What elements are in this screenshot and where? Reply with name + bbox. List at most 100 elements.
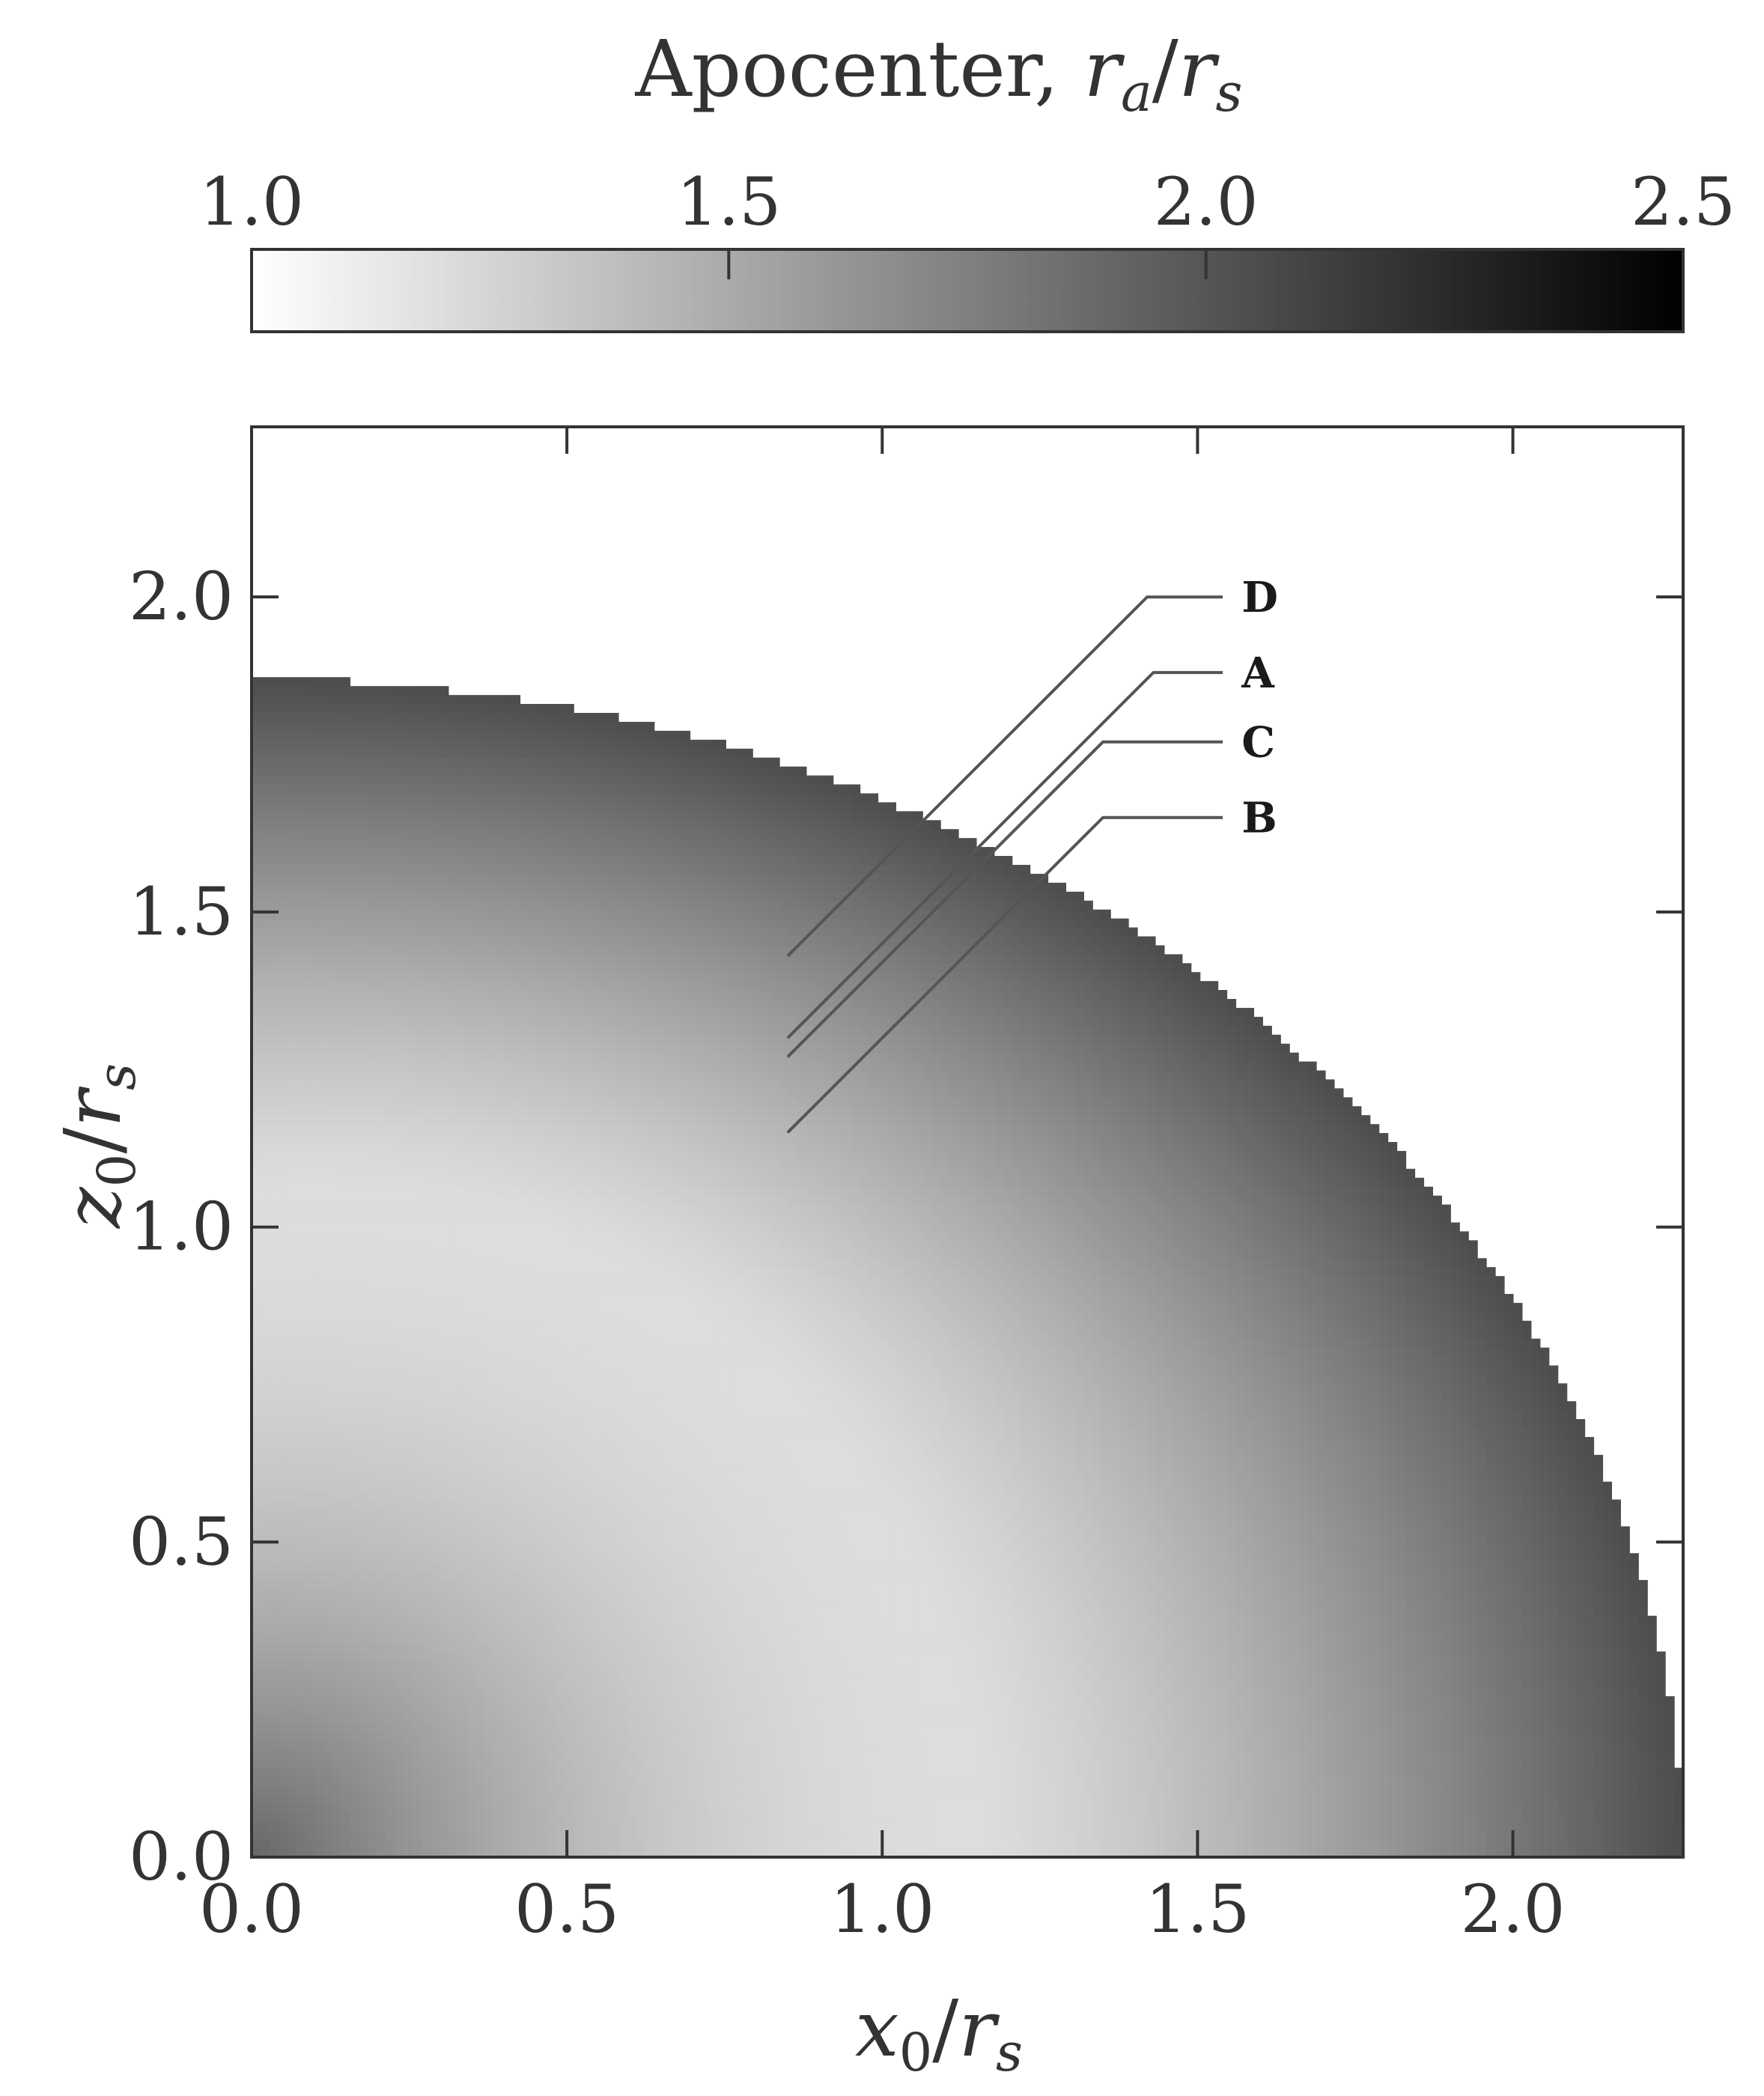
heatmap-cell bbox=[1021, 1714, 1031, 1724]
heatmap-cell bbox=[323, 1606, 333, 1617]
heatmap-cell bbox=[824, 1606, 834, 1617]
heatmap-cell bbox=[350, 1606, 359, 1617]
heatmap-cell bbox=[1038, 1579, 1049, 1590]
heatmap-cell bbox=[422, 1812, 431, 1822]
heatmap-cell bbox=[1289, 1597, 1299, 1608]
heatmap-cell bbox=[609, 1606, 619, 1617]
heatmap-cell bbox=[1441, 1758, 1451, 1769]
heatmap-cell bbox=[1656, 1785, 1666, 1796]
heatmap-cell bbox=[1110, 1839, 1120, 1849]
heatmap-cell bbox=[1441, 1633, 1451, 1644]
heatmap-cell bbox=[484, 1615, 494, 1626]
heatmap-cell bbox=[851, 1579, 861, 1590]
heatmap-cell bbox=[1146, 1633, 1156, 1644]
heatmap-cell bbox=[1021, 1624, 1031, 1635]
heatmap-cell bbox=[1638, 1705, 1648, 1715]
heatmap-cell bbox=[806, 1678, 816, 1688]
heatmap-cell bbox=[1074, 1642, 1084, 1653]
heatmap-cell bbox=[287, 1830, 297, 1840]
heatmap-cell bbox=[931, 1803, 941, 1813]
heatmap-cell bbox=[591, 1794, 601, 1804]
heatmap-cell bbox=[1110, 1642, 1120, 1653]
heatmap-cell bbox=[439, 1571, 449, 1581]
heatmap-cell bbox=[1629, 1767, 1639, 1778]
heatmap-cell bbox=[1369, 1821, 1380, 1831]
heatmap-cell bbox=[1351, 1696, 1362, 1706]
heatmap-cell bbox=[958, 1651, 968, 1661]
heatmap-cell bbox=[1146, 1839, 1156, 1849]
heatmap-cell bbox=[1378, 1848, 1389, 1857]
heatmap-cell bbox=[1414, 1830, 1425, 1840]
heatmap-cell bbox=[743, 1714, 753, 1724]
heatmap-cell bbox=[1226, 1678, 1237, 1688]
heatmap-cell bbox=[1450, 1848, 1460, 1857]
heatmap-cell bbox=[1539, 1714, 1550, 1724]
heatmap-cell bbox=[717, 1839, 726, 1849]
heatmap-cell bbox=[833, 1624, 843, 1635]
heatmap-cell bbox=[1566, 1803, 1577, 1813]
heatmap-cell bbox=[1656, 1651, 1666, 1661]
heatmap-cell bbox=[1110, 1803, 1120, 1813]
heatmap-cell bbox=[1584, 1705, 1595, 1715]
heatmap-cell bbox=[1298, 1740, 1308, 1751]
heatmap-cell bbox=[287, 1696, 297, 1706]
heatmap-cell bbox=[717, 1722, 726, 1733]
heatmap-cell bbox=[1566, 1579, 1577, 1590]
heatmap-cell bbox=[1360, 1642, 1371, 1653]
heatmap-cell bbox=[484, 1705, 494, 1715]
heatmap-cell bbox=[752, 1839, 762, 1849]
heatmap-cell bbox=[1477, 1606, 1487, 1617]
heatmap-cell bbox=[1414, 1678, 1425, 1688]
heatmap-cell bbox=[484, 1633, 494, 1644]
heatmap-cell bbox=[994, 1669, 1004, 1679]
heatmap-cell bbox=[457, 1714, 467, 1724]
heatmap-cell bbox=[806, 1722, 816, 1733]
heatmap-cell bbox=[520, 1678, 530, 1688]
heatmap-cell bbox=[1387, 1749, 1398, 1760]
heatmap-cell bbox=[600, 1597, 610, 1608]
heatmap-cell bbox=[1620, 1785, 1630, 1796]
heatmap-cell bbox=[618, 1794, 628, 1804]
heatmap-cell bbox=[422, 1642, 431, 1653]
heatmap-cell bbox=[717, 1830, 726, 1840]
heatmap-cell bbox=[520, 1705, 530, 1715]
heatmap-cell bbox=[895, 1714, 905, 1724]
heatmap-cell bbox=[699, 1749, 709, 1760]
heatmap-cell bbox=[1369, 1624, 1380, 1635]
heatmap-cell bbox=[1405, 1633, 1416, 1644]
heatmap-cell bbox=[869, 1651, 879, 1661]
heatmap-cell bbox=[1333, 1588, 1344, 1599]
heatmap-cell bbox=[904, 1588, 914, 1599]
heatmap-cell bbox=[717, 1731, 726, 1742]
heatmap-cell bbox=[627, 1830, 637, 1840]
heatmap-cell bbox=[672, 1731, 682, 1742]
heatmap-cell bbox=[1307, 1776, 1317, 1787]
heatmap-cell bbox=[1575, 1758, 1586, 1769]
heatmap-cell bbox=[529, 1830, 538, 1840]
heatmap-cell bbox=[1566, 1749, 1577, 1760]
heatmap-cell bbox=[1602, 1624, 1612, 1635]
heatmap-cell bbox=[904, 1633, 914, 1644]
heatmap-cell bbox=[1477, 1597, 1487, 1608]
heatmap-cell bbox=[1128, 1749, 1138, 1760]
heatmap-cell bbox=[368, 1705, 377, 1715]
heatmap-cell bbox=[332, 1588, 342, 1599]
heatmap-cell bbox=[1593, 1678, 1604, 1688]
heatmap-cell bbox=[931, 1651, 941, 1661]
heatmap-cell bbox=[1504, 1705, 1514, 1715]
heatmap-cell bbox=[296, 1848, 306, 1857]
heatmap-cell bbox=[448, 1678, 458, 1688]
heatmap-cell bbox=[1423, 1678, 1433, 1688]
heatmap-cell bbox=[1441, 1812, 1451, 1822]
heatmap-cell bbox=[457, 1749, 467, 1760]
heatmap-cell bbox=[565, 1749, 574, 1760]
heatmap-cell bbox=[949, 1687, 959, 1697]
heatmap-cell bbox=[1593, 1642, 1604, 1653]
heatmap-cell bbox=[1351, 1633, 1362, 1644]
heatmap-cell bbox=[1173, 1794, 1183, 1804]
heatmap-cell bbox=[1333, 1722, 1344, 1733]
heatmap-cell bbox=[565, 1615, 574, 1626]
heatmap-cell bbox=[1405, 1660, 1416, 1670]
heatmap-cell bbox=[1396, 1687, 1407, 1697]
heatmap-cell bbox=[368, 1740, 377, 1751]
